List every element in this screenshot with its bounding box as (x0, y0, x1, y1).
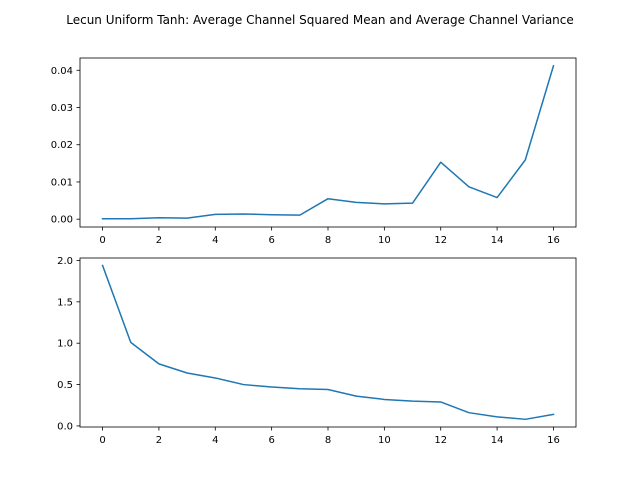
x-tick-label: 10 (378, 235, 391, 246)
x-tick-label: 16 (547, 435, 560, 446)
y-tick-label: 0.5 (57, 380, 73, 391)
y-tick-label: 0.00 (51, 215, 73, 226)
figure-title: Lecun Uniform Tanh: Average Channel Squa… (66, 13, 574, 27)
x-tick-label: 10 (378, 435, 391, 446)
y-tick-label: 2.0 (57, 256, 73, 267)
y-tick-label: 1.0 (57, 339, 73, 350)
x-tick-label: 16 (547, 235, 560, 246)
x-tick-label: 12 (434, 435, 447, 446)
x-tick-label: 12 (434, 235, 447, 246)
x-tick-label: 4 (212, 435, 218, 446)
x-tick-label: 6 (268, 435, 274, 446)
x-tick-label: 4 (212, 235, 218, 246)
y-tick-label: 0.0 (57, 421, 73, 432)
y-tick-label: 0.01 (51, 177, 73, 188)
x-tick-label: 2 (156, 435, 162, 446)
x-tick-label: 6 (268, 235, 274, 246)
x-tick-label: 0 (99, 435, 105, 446)
y-tick-label: 0.04 (51, 66, 73, 77)
y-tick-label: 0.02 (51, 140, 73, 151)
x-tick-label: 8 (325, 235, 331, 246)
top-subplot: 0 2 4 6 8 10 12 14 16 0.00 0.01 0.02 0.03 0.04 (51, 57, 577, 246)
x-tick-label: 14 (491, 235, 504, 246)
bottom-subplot: 0 2 4 6 8 10 12 14 16 0.0 0.5 1.0 1.5 2.0 (57, 256, 577, 446)
x-tick-label: 8 (325, 435, 331, 446)
x-tick-label: 14 (491, 435, 504, 446)
x-tick-label: 0 (99, 235, 105, 246)
y-tick-label: 1.5 (57, 297, 73, 308)
y-tick-label: 0.03 (51, 103, 73, 114)
x-tick-label: 2 (156, 235, 162, 246)
